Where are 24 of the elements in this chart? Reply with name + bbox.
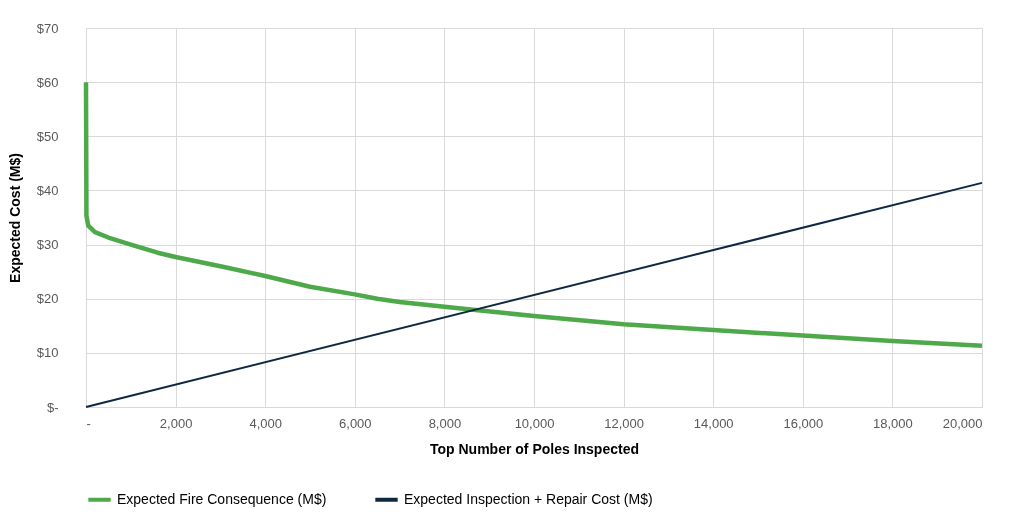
y-tick-label: $- — [46, 399, 59, 415]
x-tick-label: 10,000 — [514, 415, 555, 431]
y-tick-label: $20 — [36, 291, 59, 307]
line-series — [83, 79, 985, 349]
legend-label: Expected Fire Consequence (M$) — [117, 490, 327, 507]
x-tick-label: 12,000 — [604, 415, 644, 431]
x-axis-title: Top Number of Poles Inspected — [430, 440, 639, 457]
y-axis-title: Expected Cost (M$) — [6, 153, 23, 283]
y-tick-label: $70 — [36, 20, 59, 36]
x-tick-label: 6,000 — [339, 415, 372, 431]
x-tick-label: 14,000 — [693, 415, 734, 431]
x-tick-label: 20,000 — [942, 415, 983, 431]
y-tick-label: $30 — [36, 237, 59, 253]
y-tick-label: $50 — [36, 128, 59, 144]
y-tick-label: $60 — [36, 74, 59, 90]
x-tick-label: 4,000 — [249, 415, 282, 431]
x-tick-label: 16,000 — [783, 415, 824, 431]
legend-label: Expected Inspection + Repair Cost (M$) — [404, 490, 653, 507]
x-tick-label: 2,000 — [159, 415, 193, 431]
y-tick-label: $40 — [36, 182, 59, 198]
x-tick-label: - — [86, 415, 91, 431]
y-tick-label: $10 — [36, 345, 59, 361]
x-tick-label: 8,000 — [428, 415, 462, 431]
x-tick-label: 18,000 — [873, 415, 913, 431]
